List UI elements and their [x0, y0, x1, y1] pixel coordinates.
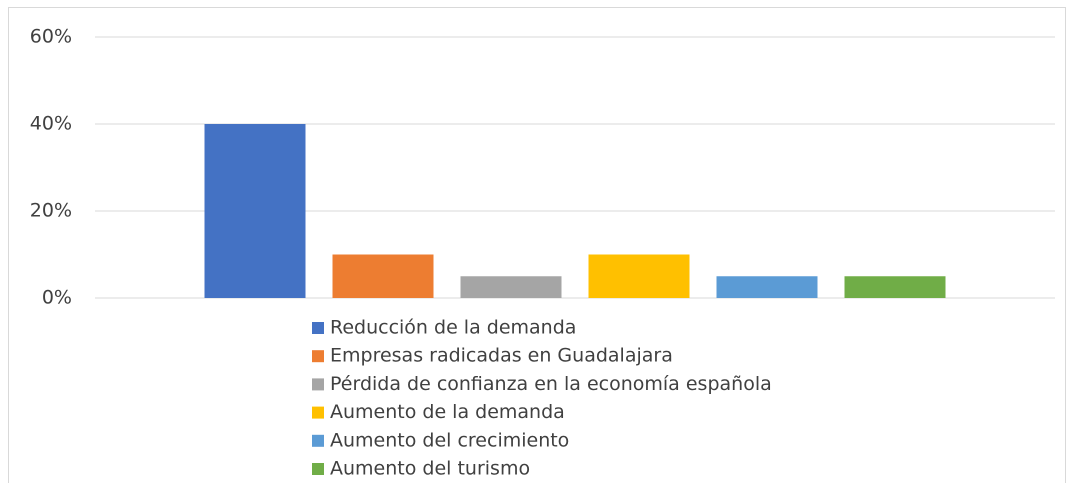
bar: [332, 254, 434, 298]
legend-swatch: [312, 350, 324, 363]
bar: [460, 276, 562, 298]
legend-swatch: [312, 322, 324, 334]
legend-swatch: [312, 463, 324, 475]
legend-swatch: [312, 406, 324, 419]
bar: [844, 276, 946, 298]
y-tick-label: 20%: [30, 200, 72, 222]
legend-label: Empresas radicadas en Guadalajara: [330, 345, 673, 367]
legend-swatch: [312, 434, 324, 447]
chart-border: [8, 7, 1066, 483]
legend-label: Aumento del crecimiento: [330, 429, 569, 451]
legend-label: Aumento del turismo: [330, 458, 530, 480]
bar: [716, 276, 818, 298]
bar: [204, 124, 306, 298]
y-tick-label: 0%: [42, 287, 72, 309]
y-tick-label: 40%: [30, 113, 72, 135]
bar: [588, 254, 690, 298]
legend-label: Reducción de la demanda: [330, 317, 576, 339]
y-tick-label: 60%: [30, 26, 72, 48]
legend-label: Pérdida de confianza en la economía espa…: [330, 373, 772, 395]
legend-swatch: [312, 378, 324, 391]
legend-label: Aumento de la demanda: [330, 401, 565, 423]
